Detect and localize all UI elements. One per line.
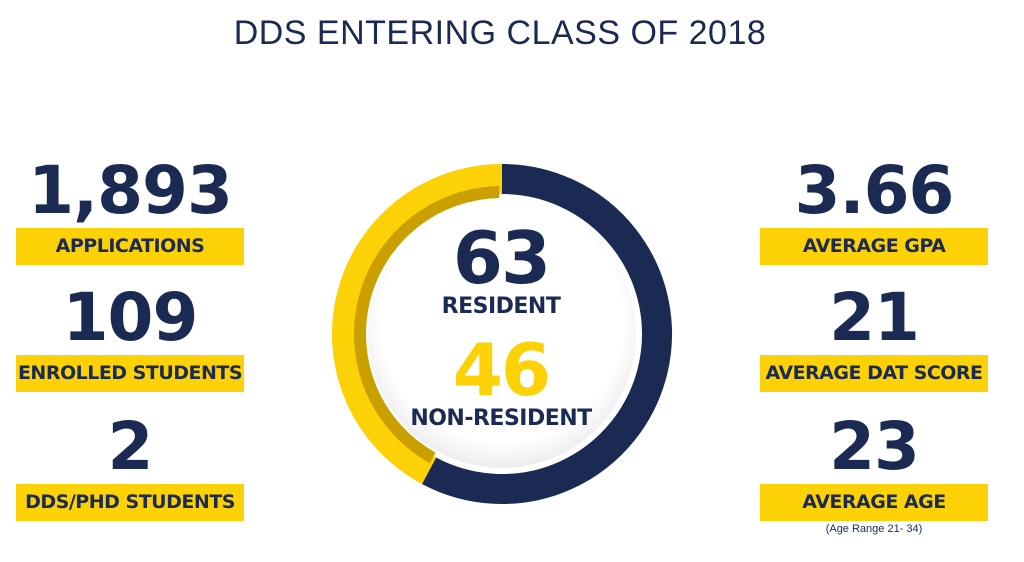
stat-label: ENROLLED STUDENTS	[16, 355, 244, 392]
stat-label: APPLICATIONS	[16, 228, 244, 265]
stat-label: AVERAGE GPA	[760, 228, 988, 265]
stat-label: DDS/PHD STUDENTS	[16, 484, 244, 521]
stat-value: 1,893	[28, 152, 233, 229]
stat-average-dat-score: 21 AVERAGE DAT SCORE	[760, 285, 988, 392]
nonresident-label: NON-RESIDENT	[410, 406, 592, 431]
page-title: DDS ENTERING CLASS OF 2018	[233, 14, 767, 52]
nonresident-count: 46	[452, 328, 551, 412]
stat-enrolled-students: 109 ENROLLED STUDENTS	[16, 285, 244, 392]
stat-label: AVERAGE AGE	[760, 484, 988, 521]
stat-value: 21	[829, 279, 920, 356]
stat-value: 109	[62, 279, 199, 356]
nonresident-segment	[332, 164, 503, 484]
stat-value: 2	[107, 408, 154, 485]
stat-value: 23	[829, 408, 920, 485]
age-range-note: (Age Range 21- 34)	[825, 523, 923, 535]
ring-inner-disc	[368, 200, 636, 468]
stat-dds-phd-students: 2 DDS/PHD STUDENTS	[16, 414, 244, 521]
stat-average-age: 23 AVERAGE AGE	[760, 414, 988, 521]
stat-value: 3.66	[794, 152, 955, 229]
resident-label: RESIDENT	[441, 294, 561, 319]
stat-label: AVERAGE DAT SCORE	[760, 355, 988, 392]
resident-count: 63	[452, 216, 551, 300]
stat-average-gpa: 3.66 AVERAGE GPA	[760, 158, 988, 265]
resident-segment	[422, 164, 672, 504]
nonresident-inner-segment	[354, 186, 500, 464]
stat-applications: 1,893 APPLICATIONS	[16, 158, 244, 265]
resident-ring-graphic	[332, 164, 672, 504]
